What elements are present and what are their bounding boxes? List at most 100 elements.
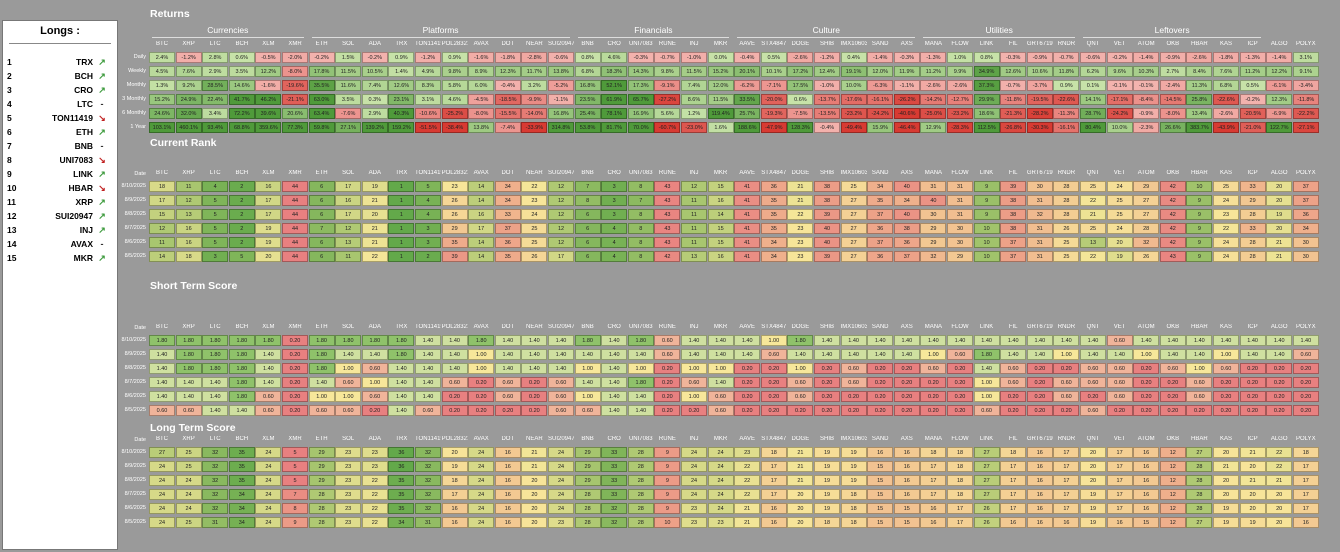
data-cell: 21	[1239, 447, 1266, 458]
data-cell: 5	[415, 181, 441, 192]
data-cell: 1.40	[1159, 335, 1186, 346]
column-header: BTC	[156, 170, 168, 176]
data-cell: 27.1%	[335, 122, 362, 133]
data-cell: 0.20	[814, 363, 840, 374]
date-label: Date	[134, 437, 146, 443]
data-cell: 12.3%	[494, 66, 521, 77]
data-cell: -11.8%	[1292, 94, 1319, 105]
data-cell: 13	[335, 237, 362, 248]
data-cell: 12	[175, 195, 202, 206]
data-cell: 24	[255, 475, 282, 486]
rank-section-title: Current Rank	[150, 137, 217, 149]
data-cell: 23	[335, 461, 362, 472]
column-header: SHIB	[819, 41, 834, 47]
data-cell: -6.2%	[734, 80, 761, 91]
data-cell: 15	[1133, 517, 1160, 528]
data-cell: -2.4%	[1159, 80, 1186, 91]
data-cell: 1.00	[1186, 363, 1213, 374]
column-header: CRO	[607, 41, 621, 47]
column-header: SOL	[342, 41, 355, 47]
data-cell: 5.8%	[441, 80, 468, 91]
data-cell: 16	[494, 447, 521, 458]
longs-rank: 14	[7, 239, 17, 249]
data-cell: 0.20	[1186, 405, 1213, 416]
data-cell: 1.40	[1026, 349, 1053, 360]
data-cell: 23	[1213, 209, 1239, 220]
data-cell: 7.4%	[681, 80, 707, 91]
data-cell: 24	[548, 489, 574, 500]
data-cell: 19	[1213, 517, 1239, 528]
data-cell: 34	[228, 489, 255, 500]
data-cell: 37	[1292, 181, 1319, 192]
data-cell: -11.3%	[1053, 108, 1080, 119]
data-cell: 26	[1053, 223, 1080, 234]
row-label: 8/7/2025	[124, 225, 146, 231]
data-cell: 0.60	[415, 405, 441, 416]
column-header: BTC	[156, 436, 168, 442]
data-cell: 24	[255, 517, 282, 528]
data-cell: 15	[707, 223, 734, 234]
data-cell: 38	[814, 195, 840, 206]
data-cell: 21	[734, 503, 761, 514]
data-cell: 35	[760, 195, 787, 206]
data-cell: 1.80	[388, 335, 415, 346]
data-cell: 6.2%	[1080, 66, 1106, 77]
column-header: XRP	[182, 41, 195, 47]
data-cell: 7	[282, 489, 308, 500]
data-cell: 0.60	[335, 405, 362, 416]
data-cell: 0.20	[1292, 391, 1319, 402]
column-header: TRX	[395, 436, 408, 442]
data-cell: 0.8%	[973, 52, 1000, 63]
data-cell: 41.7%	[228, 94, 255, 105]
column-header: POLYX	[1296, 41, 1316, 47]
data-cell: 17	[1000, 489, 1027, 500]
data-cell: -1.6%	[255, 80, 282, 91]
data-cell: -1.4%	[1266, 52, 1293, 63]
data-cell: 31	[947, 181, 973, 192]
data-cell: 17	[441, 489, 468, 500]
data-cell: 28	[1239, 209, 1266, 220]
column-header: VET	[1113, 41, 1126, 47]
data-cell: 1.40	[1266, 335, 1293, 346]
data-cell: 21	[734, 517, 761, 528]
data-cell: 28	[1053, 181, 1080, 192]
data-cell: 6	[308, 209, 335, 220]
data-cell: 0.60	[1000, 363, 1027, 374]
data-cell: 0.60	[654, 349, 681, 360]
data-cell: 16	[441, 503, 468, 514]
column-header: QNT	[1086, 324, 1100, 330]
data-cell: 1.40	[840, 335, 867, 346]
data-cell: 30	[947, 223, 973, 234]
data-cell: 33.5%	[734, 94, 761, 105]
data-cell: -25.2%	[441, 108, 468, 119]
data-cell: 3.5%	[335, 94, 362, 105]
column-header: ADA	[368, 41, 381, 47]
data-cell: 20.1%	[734, 66, 761, 77]
data-cell: 0.20	[1133, 363, 1160, 374]
longs-row: 10 HBAR ↘	[3, 183, 119, 196]
column-header: AXS	[900, 436, 913, 442]
trend-up-icon: ↗	[98, 253, 106, 263]
data-cell: 32	[415, 503, 441, 514]
data-cell: 19	[814, 489, 840, 500]
data-cell: 46.2%	[255, 94, 282, 105]
data-cell: 0.60	[548, 391, 574, 402]
data-cell: 24.9%	[175, 94, 202, 105]
data-cell: 27	[840, 195, 867, 206]
data-cell: 44	[282, 237, 308, 248]
data-cell: 0.20	[1026, 363, 1053, 374]
data-cell: 1.00	[335, 363, 362, 374]
longs-symbol: AVAX	[70, 239, 93, 249]
longs-rank: 5	[7, 113, 12, 123]
data-cell: 19.1%	[840, 66, 867, 77]
column-header: HBAR	[1191, 324, 1208, 330]
trend-up-icon: ↗	[98, 127, 106, 137]
data-cell: 33	[1239, 223, 1266, 234]
data-cell: 1.40	[1239, 335, 1266, 346]
column-header: SOL	[342, 436, 355, 442]
data-cell: 17	[1053, 461, 1080, 472]
data-cell: 0.20	[734, 377, 761, 388]
data-cell: 33	[1239, 181, 1266, 192]
data-cell: 1.40	[681, 349, 707, 360]
column-header: AVAX	[473, 41, 489, 47]
